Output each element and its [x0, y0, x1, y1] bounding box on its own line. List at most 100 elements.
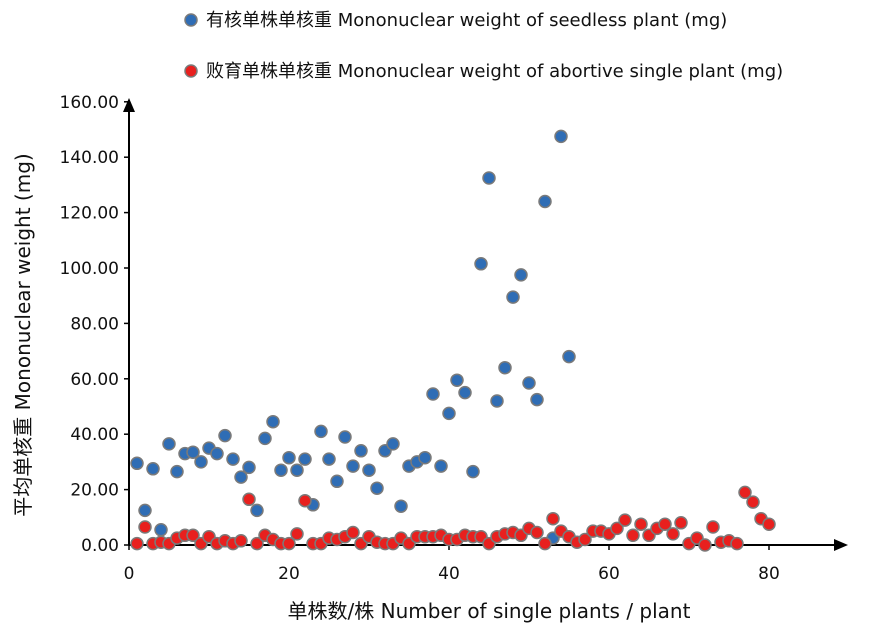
abortive-point: [538, 536, 552, 551]
seedless-point: [338, 430, 352, 444]
seedless-point: [250, 503, 264, 518]
x-tick-label: 20: [278, 564, 300, 584]
x-tick-label: 40: [438, 564, 460, 584]
abortive-point: [578, 532, 592, 547]
seedless-point: [538, 194, 552, 209]
abortive-point: [138, 520, 152, 534]
abortive-point: [186, 528, 200, 543]
seedless-point: [418, 450, 432, 465]
abortive-point: [618, 513, 632, 527]
abortive-point: [706, 520, 720, 534]
legend-marker-abortive: [184, 64, 198, 78]
y-tick-label: 0.00: [81, 536, 119, 556]
seedless-point: [466, 464, 480, 479]
seedless-point: [290, 463, 304, 477]
seedless-point: [282, 450, 296, 465]
axes: [123, 98, 848, 551]
seedless-point: [330, 474, 344, 489]
seedless-point: [146, 462, 160, 476]
seedless-point: [162, 437, 176, 451]
y-axis-title: 平均单核重 Mononuclear weight (mg): [11, 153, 35, 516]
seedless-point: [482, 171, 496, 185]
seedless-point: [522, 376, 536, 390]
y-tick-label: 120.00: [60, 204, 119, 224]
seedless-point: [442, 406, 456, 421]
seedless-point: [346, 459, 360, 473]
y-tick-label: 20.00: [70, 481, 119, 501]
seedless-point: [186, 445, 200, 459]
abortive-point: [746, 495, 760, 509]
abortive-point: [290, 527, 304, 541]
y-ticks: 0.00 20.00 40.00 60.00 80.00 100.00 120.00 140.…: [60, 93, 129, 556]
seedless-point: [450, 373, 464, 387]
y-tick-label: 160.00: [60, 93, 119, 113]
abortive-point: [738, 485, 752, 500]
seedless-point: [258, 431, 272, 446]
legend-label-seedless: 有核单株单核重 Mononuclear weight of seedless p…: [206, 10, 727, 31]
seedless-point: [362, 463, 376, 477]
x-tick-label: 80: [758, 564, 780, 584]
y-axis-arrow: [123, 98, 135, 112]
seedless-point: [226, 452, 240, 466]
x-axis-arrow: [834, 539, 848, 551]
y-tick-label: 100.00: [60, 259, 119, 279]
seedless-point: [370, 481, 384, 495]
abortive-point: [762, 517, 776, 531]
seedless-point: [474, 257, 488, 271]
abortive-point: [346, 525, 360, 540]
seedless-point: [498, 360, 512, 375]
abortive-point: [634, 517, 648, 531]
seedless-point: [514, 268, 528, 282]
seedless-point: [530, 392, 544, 407]
seedless-point: [322, 452, 336, 466]
seedless-point: [218, 428, 232, 443]
x-tick-label: 60: [598, 564, 620, 584]
abortive-point: [242, 492, 256, 507]
seedless-point: [386, 437, 400, 451]
abortive-point: [610, 521, 624, 536]
seedless-point: [506, 290, 520, 304]
seedless-point: [554, 129, 568, 144]
seedless-point: [314, 424, 328, 439]
abortive-point: [250, 536, 264, 551]
seedless-point: [394, 499, 408, 513]
x-tick-label: 0: [124, 564, 135, 584]
abortive-point: [546, 511, 560, 526]
seedless-point: [434, 459, 448, 473]
abortive-point: [282, 536, 296, 551]
legend: 有核单株单核重 Mononuclear weight of seedless p…: [184, 10, 783, 82]
seedless-point: [234, 470, 248, 484]
seedless-point: [194, 455, 208, 469]
y-tick-label: 80.00: [70, 314, 119, 334]
seedless-point: [490, 394, 504, 408]
y-tick-label: 140.00: [60, 148, 119, 168]
abortive-point: [530, 525, 544, 540]
seedless-point: [562, 349, 576, 364]
abortive-point: [698, 538, 712, 552]
legend-marker-seedless: [184, 13, 198, 27]
abortive-point: [666, 527, 680, 541]
seedless-point: [266, 414, 280, 429]
x-ticks: 0 20 40 60 80: [124, 545, 780, 584]
x-axis-title: 单株数/株 Number of single plants / plant: [288, 599, 691, 623]
seedless-point: [154, 523, 168, 537]
abortive-point: [658, 517, 672, 531]
seedless-point: [298, 452, 312, 466]
abortive-point: [298, 493, 312, 508]
series-abortive: [130, 485, 776, 552]
seedless-point: [274, 463, 288, 477]
seedless-point: [242, 460, 256, 475]
abortive-point: [130, 536, 144, 551]
seedless-point: [130, 456, 144, 471]
seedless-point: [354, 444, 368, 458]
abortive-point: [626, 528, 640, 543]
abortive-point: [234, 534, 248, 548]
y-tick-label: 40.00: [70, 425, 119, 445]
seedless-point: [210, 446, 224, 461]
y-tick-label: 60.00: [70, 370, 119, 390]
legend-label-abortive: 败育单株单核重 Mononuclear weight of abortive s…: [206, 61, 783, 82]
series-seedless: [130, 129, 576, 545]
seedless-point: [170, 464, 184, 479]
